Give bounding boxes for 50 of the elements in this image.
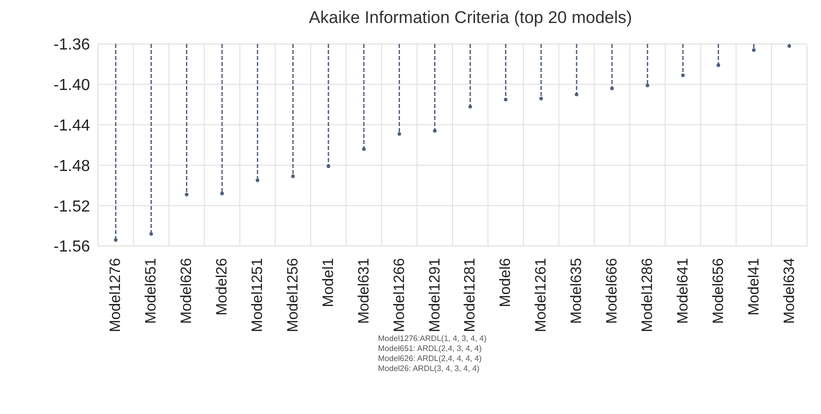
x-tick-label: Model1286: [638, 258, 656, 332]
y-tick-label: -1.52: [54, 198, 90, 216]
point: [432, 129, 437, 133]
point: [539, 96, 543, 100]
x-tick-label: Model41: [745, 258, 762, 316]
point: [716, 63, 720, 68]
x-tick-label: Model651: [142, 258, 160, 324]
point: [114, 238, 118, 242]
y-tick-label: -1.44: [54, 117, 90, 134]
x-tick-label: Model1281: [462, 258, 479, 332]
point: [681, 74, 685, 78]
x-tick-label: Model634: [780, 258, 798, 324]
point: [574, 92, 578, 96]
point: [291, 174, 295, 178]
x-tick-label: Model1261: [532, 258, 550, 332]
x-tick-label: Model1266: [390, 258, 408, 332]
x-tick-label: Model1251: [249, 258, 266, 332]
text: Model26: ARDL(3, 4, 3, 4, 4): [378, 364, 480, 374]
point: [184, 192, 188, 196]
x-tick-label: Model666: [604, 258, 621, 324]
text: Model1276:ARDL(1, 4, 3, 4, 4): [378, 334, 488, 344]
y-tick-label: -1.36: [54, 36, 90, 54]
x-tick-label: Model1256: [284, 258, 302, 332]
x-tick-label: Model1276: [107, 258, 124, 332]
x-tick-label: Model6: [497, 258, 514, 308]
y-tick-label: -1.56: [54, 238, 90, 256]
point: [610, 86, 614, 90]
x-tick-label: Model26: [214, 258, 231, 316]
point: [256, 178, 260, 182]
x-tick-label: Model656: [710, 258, 727, 324]
point: [149, 232, 153, 236]
text: Model626: ARDL(2,4, 4, 4, 4): [378, 354, 483, 364]
x-tick-label: Model626: [178, 258, 196, 324]
x-tick-label: Model631: [355, 258, 372, 324]
point: [504, 98, 508, 102]
point: [362, 147, 366, 151]
point: [398, 132, 402, 136]
point: [468, 104, 472, 108]
point: [646, 84, 650, 88]
point: [326, 164, 330, 168]
chart-title: Akaike Information Criteria (top 20 models): [308, 8, 634, 29]
text: Model651: ARDL(2,4, 3, 4, 4): [378, 344, 483, 354]
y-tick-label: -1.48: [54, 158, 90, 175]
x-tick-label: Model1: [320, 258, 337, 308]
x-tick-label: Model635: [568, 258, 586, 324]
x-tick-label: Model1291: [426, 258, 444, 332]
point: [752, 48, 756, 52]
point: [220, 192, 224, 196]
y-tick-label: -1.40: [54, 77, 90, 94]
x-tick-label: Model641: [674, 258, 692, 324]
